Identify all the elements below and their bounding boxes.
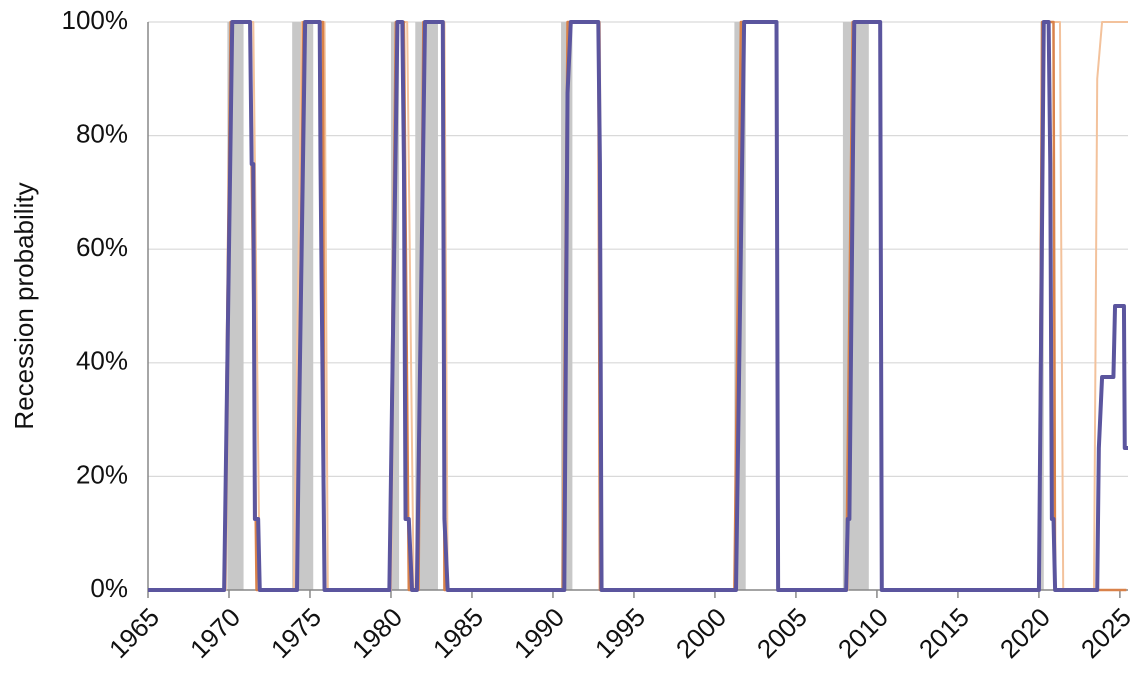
x-tick-label: 2000	[670, 602, 732, 664]
y-tick-label: 80%	[76, 118, 128, 148]
y-tick-label: 40%	[76, 346, 128, 376]
x-tick-label: 2015	[913, 602, 975, 664]
x-tick-label: 1975	[265, 602, 327, 664]
y-axis-label: Recession probability	[9, 182, 39, 429]
x-tick-label: 2010	[832, 602, 894, 664]
x-tick-label: 1995	[589, 602, 651, 664]
x-tick-label: 1985	[427, 602, 489, 664]
y-tick-label: 20%	[76, 459, 128, 489]
x-tick-label: 1970	[184, 602, 246, 664]
y-tick-label: 100%	[62, 5, 129, 35]
x-tick-label: 1965	[103, 602, 165, 664]
series-line	[148, 20, 1128, 592]
x-tick-label: 1980	[346, 602, 408, 664]
x-tick-label: 2020	[994, 602, 1056, 664]
y-tick-label: 0%	[90, 573, 128, 603]
x-tick-label: 1990	[508, 602, 570, 664]
y-tick-label: 60%	[76, 232, 128, 262]
x-tick-label: 2025	[1075, 602, 1137, 664]
x-tick-label: 2005	[751, 602, 813, 664]
